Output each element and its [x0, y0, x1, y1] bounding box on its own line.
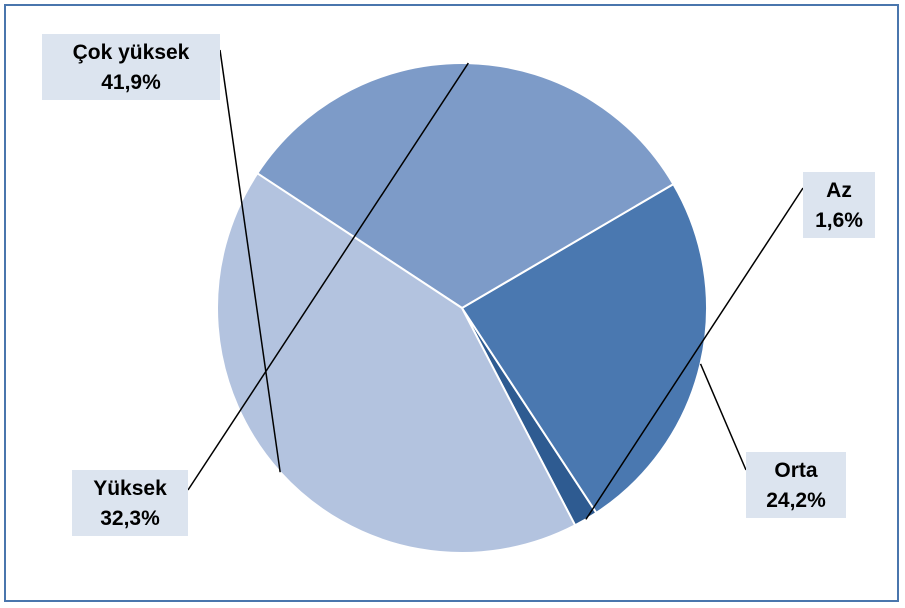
data-label-name-orta: Orta — [774, 459, 818, 482]
data-label-box-cok-yuksek — [42, 34, 220, 100]
data-label-value-cok-yuksek: 41,9% — [101, 71, 161, 94]
data-label-name-az: Az — [826, 179, 852, 202]
data-label-name-yuksek: Yüksek — [93, 477, 167, 500]
data-label-value-az: 1,6% — [815, 209, 863, 232]
leader-line-az — [585, 187, 804, 520]
data-label-value-yuksek: 32,3% — [100, 507, 160, 530]
leader-line-cok-yuksek — [219, 49, 281, 473]
leader-lines — [187, 49, 804, 520]
pie-slice-orta — [460, 182, 708, 515]
leader-line-orta — [699, 363, 747, 471]
pie-slices — [216, 62, 708, 554]
data-label-box-yuksek — [72, 470, 188, 536]
leader-line-yuksek — [187, 62, 469, 491]
data-label-box-orta — [746, 452, 846, 518]
pie-slice-cok-yuksek — [216, 171, 577, 554]
data-label-value-orta: 24,2% — [766, 489, 826, 512]
data-label-box-az — [803, 172, 875, 238]
data-labels: Az 1,6% Orta 24,2% Yüksek 32,3% Çok yüksek 41,9… — [42, 34, 875, 536]
data-label-name-cok-yuksek: Çok yüksek — [73, 41, 190, 64]
